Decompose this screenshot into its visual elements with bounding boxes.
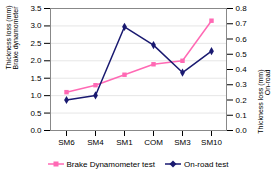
svg-text:3.0: 3.0 (30, 21, 42, 30)
svg-text:0.0: 0.0 (30, 126, 42, 135)
svg-text:Thickness loss (mm)Brake dynam: Thickness loss (mm)Brake dynamometer (5, 5, 20, 69)
svg-text:0.0: 0.0 (236, 126, 248, 135)
svg-text:2.5: 2.5 (30, 39, 42, 48)
svg-text:1.5: 1.5 (30, 74, 42, 83)
svg-text:3.5: 3.5 (30, 4, 42, 13)
svg-text:0.7: 0.7 (236, 19, 248, 28)
svg-text:0.6: 0.6 (236, 35, 248, 44)
svg-text:0.1: 0.1 (236, 111, 248, 120)
svg-text:SM4: SM4 (87, 138, 104, 147)
svg-text:SM3: SM3 (174, 138, 191, 147)
svg-text:1.0: 1.0 (30, 91, 42, 100)
svg-text:SM1: SM1 (116, 138, 133, 147)
svg-text:0.3: 0.3 (236, 80, 248, 89)
svg-text:2.0: 2.0 (30, 56, 42, 65)
svg-text:0.5: 0.5 (30, 109, 42, 118)
html-text:Brake Dynamometer test: Brake Dynamometer test (66, 159, 155, 169)
svg-text:Thickness loss (mm)On-road: Thickness loss (mm)On-road (257, 69, 271, 133)
svg-text:SM10: SM10 (201, 138, 222, 147)
html-text:On-road test: On-road test (184, 159, 229, 169)
svg-text:COM: COM (144, 138, 163, 147)
svg-text:0.2: 0.2 (236, 96, 248, 105)
svg-text:0.4: 0.4 (236, 65, 248, 74)
svg-text:SM6: SM6 (58, 138, 75, 147)
svg-text:0.5: 0.5 (236, 50, 248, 59)
svg-text:0.8: 0.8 (236, 4, 248, 13)
